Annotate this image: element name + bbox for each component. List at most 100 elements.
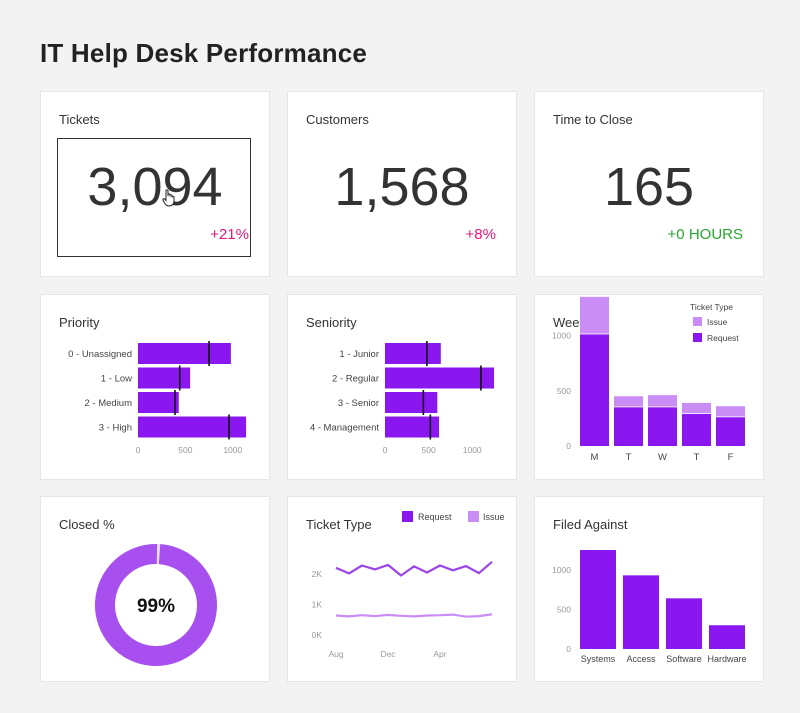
bar-request [614,407,643,446]
legend-swatch-issue [693,317,702,326]
bar [385,343,441,364]
bar [138,392,179,413]
bar [666,598,702,649]
kpi-title: Customers [306,112,369,127]
bar-issue [682,402,711,414]
x-tick-label: Software [666,654,702,664]
closed-donut-chart: 99% [95,544,217,666]
chart-title: Filed Against [553,517,628,532]
x-tick-label: F [728,452,734,463]
series-line-request [335,560,493,577]
category-label: 1 - Junior [339,349,379,360]
x-tick-label: T [626,452,632,463]
bar [580,550,616,649]
bar-issue [648,395,677,407]
y-tick-label: 1K [312,600,323,610]
x-tick-label: T [694,452,700,463]
x-tick-label: 1000 [463,445,482,455]
x-tick-label: 500 [178,445,192,455]
donut-center-label: 99% [137,596,175,617]
ticket-type-chart: 0K 1K 2K Aug Dec Apr Request Issue [312,511,505,659]
y-tick-label: 2K [312,569,323,579]
legend-title: Ticket Type [690,302,733,312]
kpi-card-tickets[interactable]: Tickets 3,094 +21% [40,91,270,277]
x-tick-label: 0 [383,445,388,455]
x-tick-label: Dec [380,649,396,659]
category-label: 3 - High [99,423,132,434]
chart-card-ticket-type[interactable]: Ticket Type 0K 1K 2K Aug Dec Apr Request Issue [287,496,517,682]
chart-title: Closed % [59,517,115,532]
kpi-value: 3,094 [87,157,223,217]
kpi-card-time-to-close[interactable]: Time to Close 165 +0 HOURS [534,91,764,277]
kpi-value: 1,568 [334,157,470,217]
x-tick-label: Systems [581,654,616,664]
x-tick-label: 0 [136,445,141,455]
x-tick-label: Aug [328,649,343,659]
bar [138,367,191,389]
y-tick-label: 500 [557,604,571,614]
y-tick-label: 1000 [552,565,571,575]
x-tick-label: 500 [422,445,436,455]
chart-card-weekday[interactable]: Weekday 0 500 1000 M T W T F Ticket Type Issue Req… [534,294,764,480]
legend-swatch-issue [468,511,479,522]
bar [623,575,659,649]
bar [385,367,494,389]
bar-issue [580,296,609,334]
chart-card-closed[interactable]: Closed % 99% [40,496,270,682]
bar-request [648,407,677,446]
bar [385,392,438,413]
x-tick-label: W [658,452,667,463]
bar-issue [614,396,643,407]
kpi-card-customers[interactable]: Customers 1,568 +8% [287,91,517,277]
kpi-delta: +21% [210,226,249,243]
bar [385,416,440,438]
kpi-delta: +8% [465,226,496,243]
chart-card-filed-against[interactable]: Filed Against 0 500 1000 Systems Access Softw… [534,496,764,682]
chart-card-priority[interactable]: Priority 0 - Unassigned 1 - Low 2 - Medium… [40,294,270,480]
donut-closed-slice [95,544,217,666]
category-label: 1 - Low [101,374,132,385]
bar [138,416,247,438]
page-title: IT Help Desk Performance [40,38,368,68]
chart-title: Priority [59,315,100,330]
legend-label-issue: Issue [707,317,728,327]
x-tick-label: Apr [433,649,446,659]
bar-request [580,334,609,446]
weekday-chart: 0 500 1000 M T W T F Ticket Type Issue Request [552,296,745,463]
y-tick-label: 500 [557,386,571,396]
category-label: 2 - Regular [332,374,379,385]
y-tick-label: 0 [566,644,571,654]
bar-issue [716,406,745,417]
series-line-issue [335,613,493,618]
y-tick-label: 0 [566,441,571,451]
legend-label-issue: Issue [483,512,505,522]
bar-request [682,413,711,446]
legend-label-request: Request [418,512,452,522]
hand-cursor-icon [162,189,175,207]
kpi-value: 165 [603,157,695,217]
x-tick-label: Hardware [707,654,746,664]
priority-chart: 0 - Unassigned 1 - Low 2 - Medium 3 - High 0… [68,341,247,455]
category-label: 0 - Unassigned [68,349,132,360]
filed-against-chart: 0 500 1000 Systems Access Software Hardware [552,550,747,664]
chart-card-seniority[interactable]: Seniority 1 - Junior 2 - Regular 3 - Senio… [287,294,517,480]
legend-swatch-request [402,511,413,522]
x-tick-label: Access [626,654,656,664]
legend-swatch-request [693,333,702,342]
chart-title: Ticket Type [306,517,372,532]
kpi-title: Time to Close [553,112,633,127]
category-label: 2 - Medium [84,398,132,409]
selection-box [57,138,251,257]
bar [138,343,231,364]
category-label: 4 - Management [310,423,380,434]
category-label: 3 - Senior [338,398,379,409]
bar [709,625,745,649]
x-tick-label: M [591,452,599,463]
y-tick-label: 0K [312,630,323,640]
chart-title: Seniority [306,315,357,330]
seniority-chart: 1 - Junior 2 - Regular 3 - Senior 4 - Manag… [310,341,494,455]
bar-request [716,417,745,446]
kpi-delta: +0 HOURS [667,226,743,243]
legend-label-request: Request [707,333,739,343]
kpi-title: Tickets [59,112,100,127]
